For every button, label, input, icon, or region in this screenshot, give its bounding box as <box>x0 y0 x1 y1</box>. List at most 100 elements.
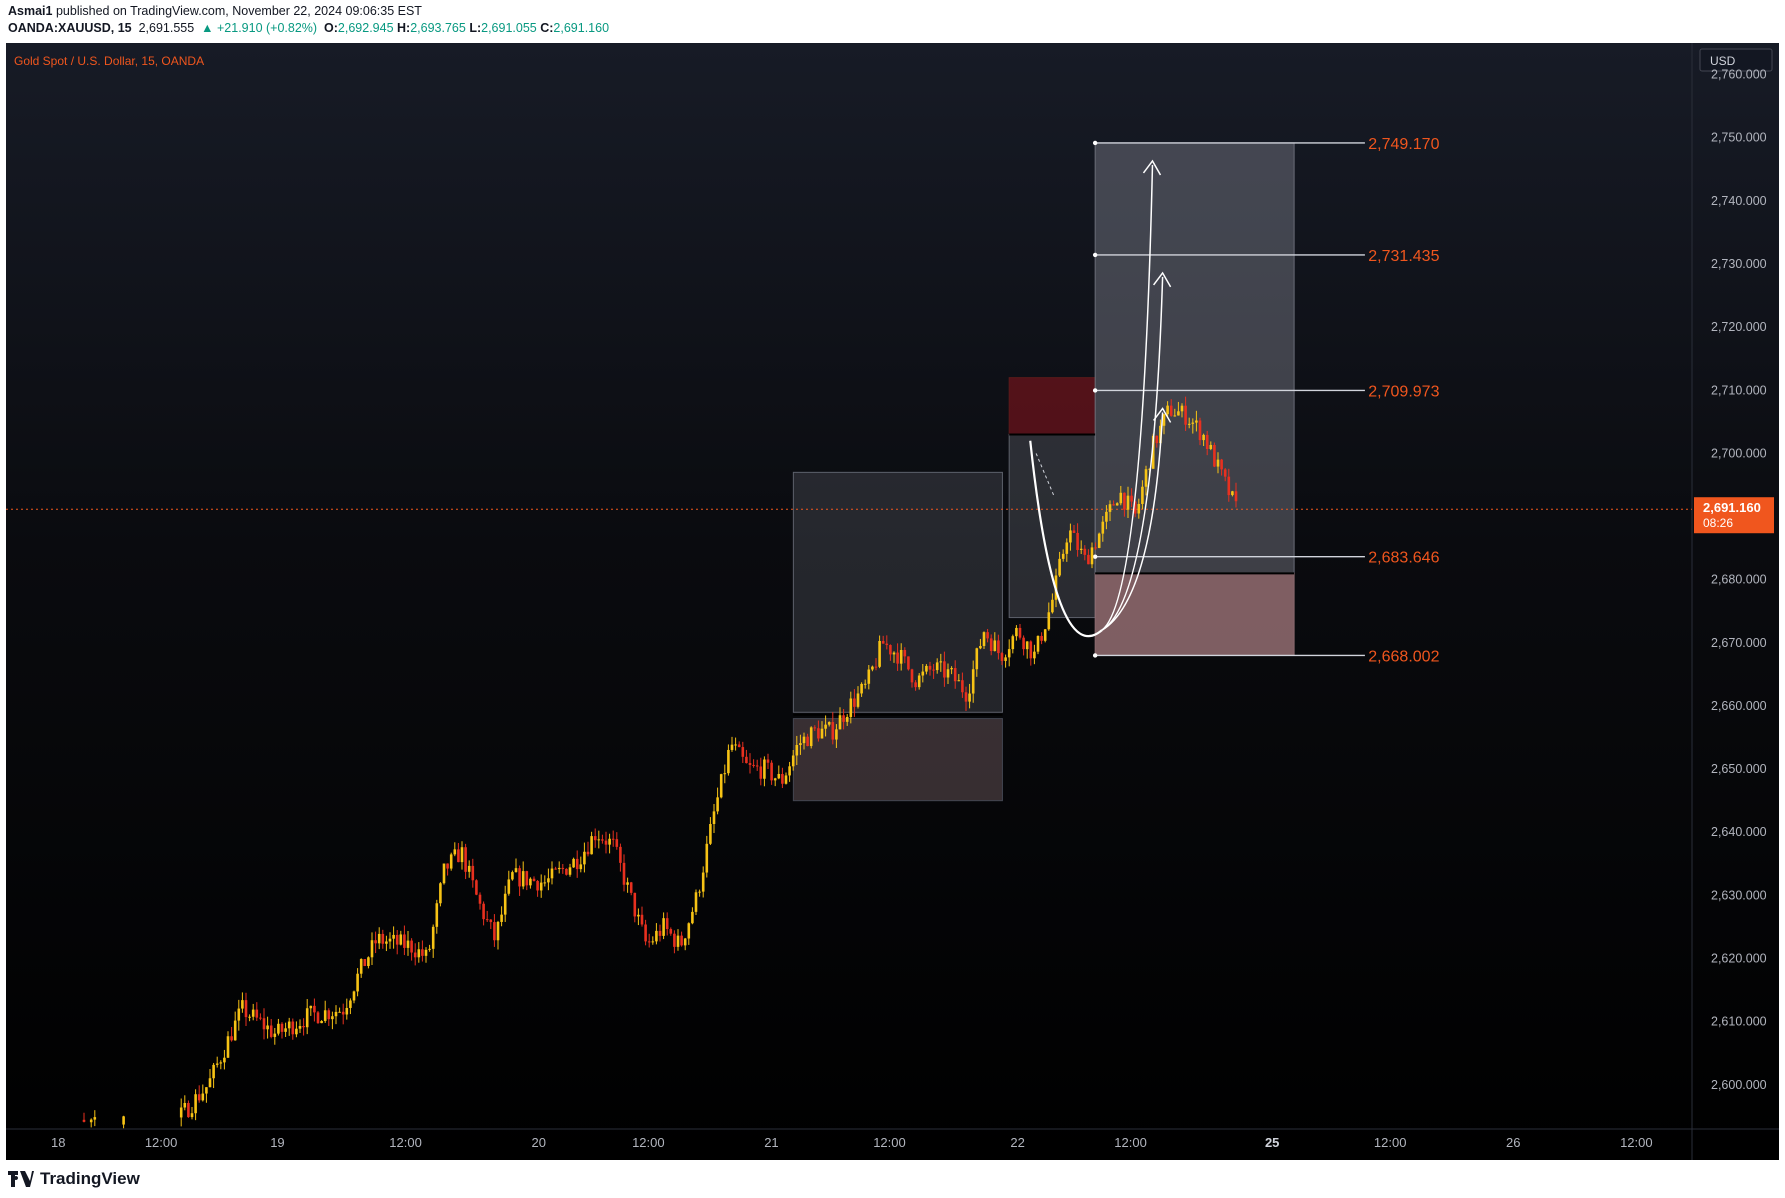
candle-body[interactable] <box>673 933 676 947</box>
candle-body[interactable] <box>813 727 817 729</box>
candle-body[interactable] <box>302 1026 305 1028</box>
candle-body[interactable] <box>781 773 784 784</box>
candle-body[interactable] <box>1144 469 1148 487</box>
candle-body[interactable] <box>946 669 950 678</box>
candle-body[interactable] <box>691 911 694 924</box>
candle-body[interactable] <box>410 940 413 953</box>
candle-body[interactable] <box>1141 486 1144 504</box>
candle-body[interactable] <box>622 862 626 885</box>
candle-body[interactable] <box>262 1018 266 1030</box>
candle-body[interactable] <box>921 671 925 676</box>
candle-body[interactable] <box>662 918 665 936</box>
candle-body[interactable] <box>752 764 755 766</box>
candle-body[interactable] <box>777 773 781 779</box>
candle-body[interactable] <box>907 656 910 670</box>
candle-body[interactable] <box>223 1057 226 1063</box>
candle-body[interactable] <box>1148 468 1151 470</box>
candle-body[interactable] <box>349 1000 352 1008</box>
candle-body[interactable] <box>399 934 403 945</box>
candle-body[interactable] <box>1036 635 1040 652</box>
candle-body[interactable] <box>727 749 730 774</box>
candle-body[interactable] <box>824 724 827 729</box>
candle-body[interactable] <box>565 868 568 875</box>
candle-body[interactable] <box>925 665 928 672</box>
candle-body[interactable] <box>766 759 770 763</box>
candle-body[interactable] <box>770 762 773 781</box>
candle-body[interactable] <box>903 650 907 657</box>
candle-body[interactable] <box>471 865 475 881</box>
candle-body[interactable] <box>579 864 583 870</box>
candle-body[interactable] <box>1191 422 1195 424</box>
candle-body[interactable] <box>1083 548 1087 555</box>
candle-body[interactable] <box>514 868 518 873</box>
candle-body[interactable] <box>460 847 464 863</box>
price-axis[interactable]: USD 2,760.000 2,750.000 2,740.000 2,730.000… <box>1699 48 1773 1092</box>
candle-body[interactable] <box>979 645 982 649</box>
candle-body[interactable] <box>529 878 532 886</box>
candle-body[interactable] <box>583 851 586 865</box>
candle-body[interactable] <box>507 879 511 894</box>
candle-body[interactable] <box>716 797 719 812</box>
candle-body[interactable] <box>1220 459 1223 470</box>
candle-body[interactable] <box>273 1033 277 1037</box>
candle-body[interactable] <box>1051 599 1054 613</box>
candle-body[interactable] <box>269 1025 273 1037</box>
time-axis[interactable]: 18 12:00 19 12:00 20 12:00 21 12:00 22 12:00 25 12:… <box>51 1135 1653 1150</box>
candle-body[interactable] <box>93 1117 97 1120</box>
candle-body[interactable] <box>701 872 705 892</box>
candle-body[interactable] <box>280 1023 284 1032</box>
candle-body[interactable] <box>629 882 633 893</box>
candle-body[interactable] <box>550 868 554 879</box>
candle-body[interactable] <box>712 811 716 824</box>
candle-body[interactable] <box>1162 414 1166 426</box>
projection-target-arrow[interactable] <box>1101 412 1164 631</box>
candle-body[interactable] <box>932 669 935 671</box>
candle-body[interactable] <box>205 1087 208 1094</box>
candle-body[interactable] <box>820 728 824 739</box>
candle-body[interactable] <box>997 640 1000 654</box>
candle-body[interactable] <box>608 838 611 845</box>
candle-body[interactable] <box>647 941 651 943</box>
candle-body[interactable] <box>709 823 712 844</box>
candle-body[interactable] <box>935 662 939 671</box>
candle-body[interactable] <box>795 745 799 756</box>
candle-body[interactable] <box>327 1010 331 1020</box>
candle-body[interactable] <box>889 645 892 655</box>
candle-body[interactable] <box>521 871 525 887</box>
candle-body[interactable] <box>799 743 802 746</box>
candle-body[interactable] <box>737 744 741 748</box>
candle-body[interactable] <box>244 1000 248 1018</box>
candle-body[interactable] <box>406 940 410 948</box>
candle-body[interactable] <box>1025 641 1029 650</box>
candle-body[interactable] <box>190 1113 194 1118</box>
candle-body[interactable] <box>287 1021 291 1029</box>
candle-body[interactable] <box>187 1102 190 1118</box>
candle-body[interactable] <box>277 1023 280 1034</box>
candle-body[interactable] <box>219 1062 223 1064</box>
candle-body[interactable] <box>1234 491 1238 502</box>
candle-body[interactable] <box>885 643 889 646</box>
candle-body[interactable] <box>1231 491 1234 496</box>
candle-body[interactable] <box>694 892 698 912</box>
candle-body[interactable] <box>1159 425 1162 444</box>
price-chart[interactable]: 2,749.170 2,731.435 2,709.973 2,683.646 2,66… <box>6 43 1779 1160</box>
candle-body[interactable] <box>89 1119 93 1123</box>
candle-body[interactable] <box>1043 629 1047 641</box>
candle-body[interactable] <box>626 882 629 885</box>
candle-body[interactable] <box>453 849 457 855</box>
candle-body[interactable] <box>557 867 561 870</box>
candle-body[interactable] <box>1223 469 1227 477</box>
candle-body[interactable] <box>1087 554 1090 565</box>
currency-button[interactable] <box>1699 48 1773 72</box>
candle-body[interactable] <box>1202 434 1205 441</box>
candle-body[interactable] <box>1155 435 1159 444</box>
candle-body[interactable] <box>305 1008 309 1028</box>
candle-body[interactable] <box>993 640 997 652</box>
candle-body[interactable] <box>212 1064 215 1079</box>
candle-body[interactable] <box>1209 444 1213 449</box>
candle-body[interactable] <box>989 638 993 652</box>
candle-body[interactable] <box>431 926 435 949</box>
candle-body[interactable] <box>345 1007 349 1015</box>
candle-body[interactable] <box>1123 492 1126 510</box>
candle-body[interactable] <box>763 759 766 779</box>
